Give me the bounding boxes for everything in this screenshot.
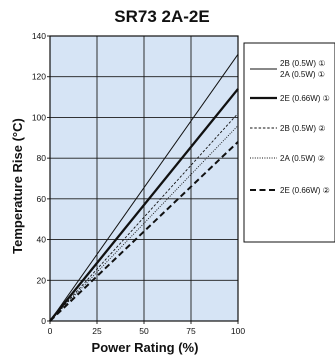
x-tick-label: 0	[48, 326, 53, 336]
legend-label: 2B (0.5W) ①	[280, 59, 325, 68]
x-tick-label: 75	[186, 326, 196, 336]
y-axis-title: Temperature Rise (°C)	[10, 118, 25, 254]
legend: 2B (0.5W) ① 2A (0.5W) ① 2E (0.66W) ① 2B (0.…	[243, 42, 335, 243]
y-tick-label: 20	[37, 275, 47, 285]
y-tick-label: 0	[41, 316, 46, 326]
y-tick-label: 100	[32, 112, 46, 122]
y-tick-label: 60	[37, 194, 47, 204]
x-tick-label: 25	[92, 326, 102, 336]
y-tick-label: 80	[37, 153, 47, 163]
chart-title: SR73 2A-2E	[114, 7, 209, 26]
legend-label: 2A (0.5W) ②	[280, 154, 325, 163]
plot-area: 0 25 50 75 100 0 20 40 60 80 100 120 140	[32, 31, 246, 336]
legend-label: 2B (0.5W) ②	[280, 124, 325, 133]
legend-label: 2E (0.66W) ①	[280, 94, 330, 103]
series-line-2	[49, 88, 239, 322]
y-tick-label: 140	[32, 31, 46, 41]
legend-label: 2E (0.66W) ②	[280, 186, 330, 195]
series-line-3	[49, 113, 239, 322]
y-tick-label: 40	[37, 235, 47, 245]
series-line-5	[49, 141, 239, 322]
x-tick-label: 50	[139, 326, 149, 336]
x-axis-title: Power Rating (%)	[92, 340, 199, 355]
y-tick-label: 120	[32, 72, 46, 82]
x-tick-label: 100	[231, 326, 245, 336]
series-line-4	[49, 125, 239, 322]
legend-box	[243, 42, 335, 243]
legend-label: 2A (0.5W) ①	[280, 70, 325, 79]
series-line-1	[49, 54, 239, 322]
